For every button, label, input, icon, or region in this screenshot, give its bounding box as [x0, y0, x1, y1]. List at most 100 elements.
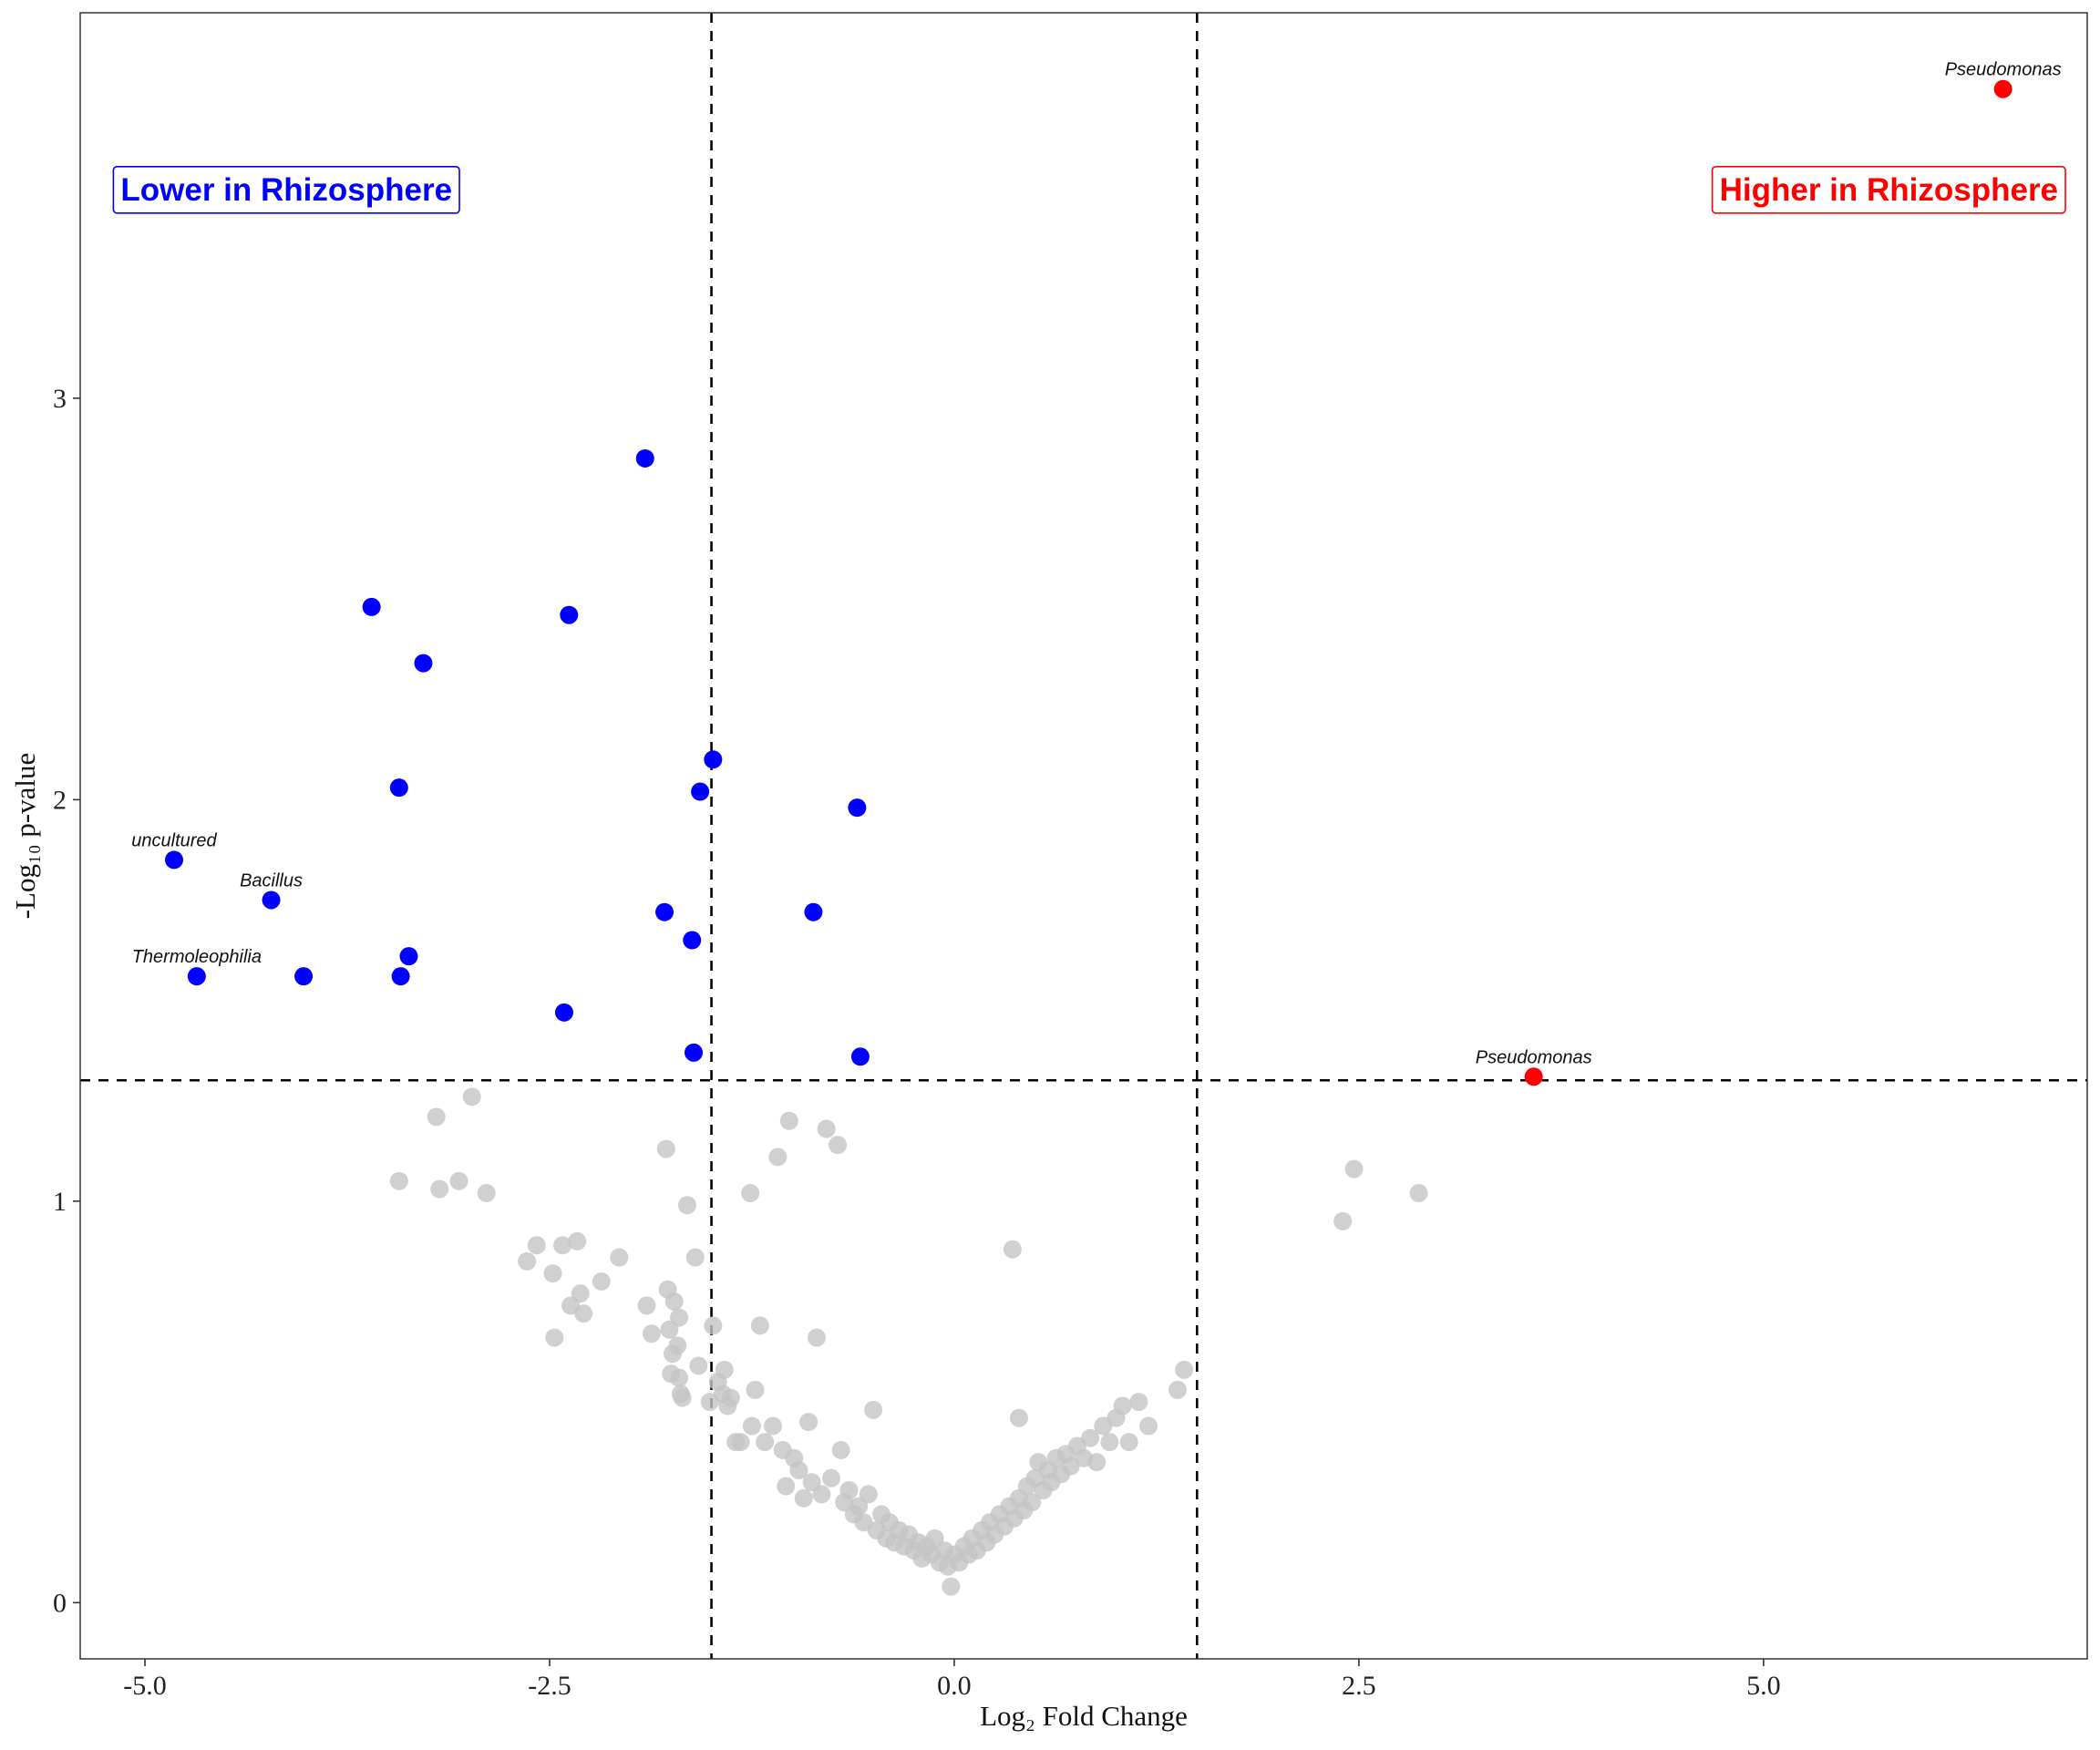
nonsignificant-point: [859, 1485, 878, 1504]
point-label: Thermoleophilia: [132, 947, 262, 967]
y-tick-label: 0: [53, 1588, 67, 1618]
nonsignificant-point: [427, 1107, 446, 1127]
lower-point: [848, 798, 867, 818]
lower-annotation-box: [112, 166, 460, 214]
nonsignificant-point: [685, 1248, 705, 1267]
lower-point: [655, 902, 674, 921]
nonsignificant-point: [829, 1136, 848, 1155]
nonsignificant-point: [642, 1324, 661, 1343]
nonsignificant-point: [1129, 1393, 1148, 1412]
nonsignificant-point: [721, 1388, 740, 1407]
nonsignificant-point: [742, 1416, 761, 1436]
nonsignificant-point: [568, 1231, 587, 1251]
lower-point: [389, 778, 408, 798]
nonsignificant-point: [779, 1111, 798, 1130]
nonsignificant-point: [574, 1304, 593, 1323]
y-tick-label: 1: [53, 1187, 67, 1217]
nonsignificant-point: [731, 1433, 750, 1452]
y-tick-label: 2: [53, 785, 67, 815]
nonsignificant-point: [1009, 1408, 1028, 1427]
y-axis: 0 1 2 3: [53, 384, 80, 1618]
nonsignificant-point: [756, 1433, 775, 1452]
lower-point: [691, 782, 710, 801]
y-axis-title: -Log₁₀ p-value: [9, 753, 41, 920]
nonsignificant-point: [592, 1271, 611, 1291]
lower-point: [635, 448, 654, 468]
point-label: Pseudomonas: [1476, 1047, 1592, 1067]
nonsignificant-point: [1113, 1396, 1132, 1415]
nonsignificant-point: [746, 1380, 765, 1399]
nonsignificant-point: [812, 1485, 831, 1504]
nonsignificant-point: [553, 1236, 572, 1255]
nonsignificant-point: [1087, 1453, 1107, 1472]
nonsignificant-point: [677, 1196, 696, 1215]
lower-point: [391, 967, 410, 986]
nonsignificant-point: [821, 1468, 840, 1488]
nonsignificant-point: [1081, 1428, 1100, 1447]
nonsignificant-points: [389, 1087, 1428, 1596]
nonsignificant-point: [449, 1171, 468, 1190]
lower-point: [164, 850, 183, 870]
nonsignificant-point: [670, 1368, 689, 1387]
higher-point: [1993, 79, 2012, 98]
nonsignificant-point: [764, 1416, 783, 1436]
nonsignificant-point: [462, 1087, 481, 1107]
nonsignificant-point: [670, 1308, 689, 1327]
nonsignificant-point: [1119, 1433, 1138, 1452]
lower-point: [704, 750, 723, 769]
nonsignificant-point: [389, 1171, 408, 1190]
point-label: Bacillus: [240, 870, 303, 890]
lower-point: [685, 1043, 704, 1062]
nonsignificant-point: [689, 1356, 708, 1375]
nonsignificant-point: [1409, 1184, 1428, 1203]
nonsignificant-point: [704, 1316, 723, 1335]
nonsignificant-point: [1175, 1360, 1194, 1379]
higher-annotation-box: [1711, 166, 2066, 214]
point-label: Pseudomonas: [1945, 60, 2062, 80]
higher-annotation-text: Higher in Rhizosphere: [1720, 172, 2058, 208]
nonsignificant-point: [571, 1284, 590, 1303]
x-axis: -5.0 -2.5 0.0 2.5 5.0: [123, 1659, 1781, 1701]
nonsignificant-point: [637, 1296, 656, 1315]
annotations: Lower in Rhizosphere Higher in Rhizospher…: [112, 166, 2066, 214]
nonsignificant-point: [543, 1264, 562, 1283]
lower-point: [399, 947, 418, 966]
lower-point: [262, 890, 281, 910]
nonsignificant-point: [668, 1336, 687, 1355]
x-tick-label: -5.0: [123, 1671, 167, 1701]
nonsignificant-point: [518, 1251, 537, 1271]
lower-point: [560, 605, 579, 624]
nonsignificant-point: [777, 1477, 796, 1496]
nonsignificant-point: [839, 1480, 859, 1499]
x-tick-label: 2.5: [1342, 1671, 1376, 1701]
nonsignificant-point: [430, 1179, 449, 1199]
lower-point: [362, 597, 381, 616]
nonsignificant-point: [1023, 1493, 1042, 1512]
point-label: uncultured: [131, 830, 217, 850]
nonsignificant-point: [610, 1248, 629, 1267]
lower-point: [187, 967, 206, 986]
lower-point: [554, 1003, 573, 1022]
x-axis-title: Log₂ Fold Change: [980, 1700, 1188, 1732]
lower-point: [294, 967, 314, 986]
nonsignificant-point: [750, 1316, 769, 1335]
nonsignificant-point: [789, 1460, 808, 1479]
nonsignificant-point: [545, 1328, 564, 1347]
plot-frame: [79, 12, 2088, 1660]
nonsignificant-point: [831, 1440, 850, 1459]
x-tick-label: 0.0: [937, 1671, 972, 1701]
lower-annotation-text: Lower in Rhizosphere: [120, 172, 452, 208]
lower-point: [804, 902, 823, 921]
nonsignificant-point: [673, 1388, 692, 1407]
nonsignificant-point: [1100, 1433, 1119, 1452]
nonsignificant-point: [664, 1292, 684, 1311]
nonsignificant-point: [1344, 1159, 1364, 1179]
x-tick-label: 5.0: [1746, 1671, 1781, 1701]
nonsignificant-point: [768, 1148, 788, 1167]
nonsignificant-point: [1003, 1240, 1022, 1259]
nonsignificant-point: [527, 1236, 546, 1255]
x-tick-label: -2.5: [528, 1671, 571, 1701]
nonsignificant-point: [942, 1577, 961, 1596]
nonsignificant-point: [656, 1139, 675, 1158]
